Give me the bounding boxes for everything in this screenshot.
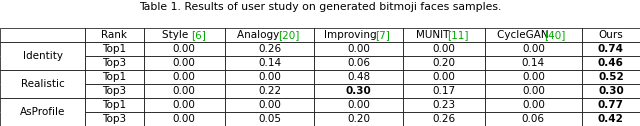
Text: 0.00: 0.00 (173, 72, 196, 82)
Text: 0.48: 0.48 (348, 72, 371, 82)
Text: AsProfile: AsProfile (20, 107, 65, 117)
Text: 0.42: 0.42 (598, 114, 624, 124)
Text: 0.00: 0.00 (348, 44, 370, 54)
Text: 0.06: 0.06 (522, 114, 545, 124)
Text: Top3: Top3 (102, 58, 127, 68)
Text: 0.52: 0.52 (598, 72, 624, 82)
Text: Analogy: Analogy (237, 30, 283, 40)
Text: 0.00: 0.00 (258, 100, 281, 110)
Text: Improving: Improving (324, 30, 380, 40)
Text: 0.23: 0.23 (433, 100, 456, 110)
Text: MUNIT: MUNIT (417, 30, 453, 40)
Text: Ours: Ours (598, 30, 623, 40)
Text: Top3: Top3 (102, 114, 127, 124)
Text: Table 1. Results of user study on generated bitmoji faces samples.: Table 1. Results of user study on genera… (139, 2, 501, 12)
Text: CycleGAN: CycleGAN (497, 30, 552, 40)
Text: 0.00: 0.00 (522, 44, 545, 54)
Text: Style: Style (163, 30, 192, 40)
Text: [6]: [6] (191, 30, 205, 40)
Text: 0.14: 0.14 (258, 58, 281, 68)
Text: 0.20: 0.20 (433, 58, 456, 68)
Text: [11]: [11] (447, 30, 469, 40)
Text: [20]: [20] (278, 30, 299, 40)
Text: 0.00: 0.00 (258, 72, 281, 82)
Text: 0.14: 0.14 (522, 58, 545, 68)
Text: 0.77: 0.77 (598, 100, 624, 110)
Text: 0.00: 0.00 (173, 58, 196, 68)
Text: 0.30: 0.30 (346, 86, 372, 96)
Text: 0.00: 0.00 (433, 44, 456, 54)
Text: 0.06: 0.06 (348, 58, 371, 68)
Text: 0.00: 0.00 (173, 114, 196, 124)
Text: 0.00: 0.00 (173, 44, 196, 54)
Text: 0.00: 0.00 (522, 86, 545, 96)
Text: Identity: Identity (22, 51, 63, 61)
Text: Top1: Top1 (102, 100, 127, 110)
Text: [40]: [40] (544, 30, 565, 40)
Text: 0.22: 0.22 (258, 86, 281, 96)
Text: 0.20: 0.20 (348, 114, 371, 124)
Text: 0.26: 0.26 (258, 44, 281, 54)
Text: 0.26: 0.26 (433, 114, 456, 124)
Text: 0.17: 0.17 (433, 86, 456, 96)
Text: Top1: Top1 (102, 44, 127, 54)
Text: Top1: Top1 (102, 72, 127, 82)
Text: Rank: Rank (101, 30, 127, 40)
Text: 0.00: 0.00 (522, 72, 545, 82)
Text: [7]: [7] (375, 30, 390, 40)
Text: 0.74: 0.74 (598, 44, 624, 54)
Text: 0.00: 0.00 (173, 86, 196, 96)
Text: Top3: Top3 (102, 86, 127, 96)
Text: 0.00: 0.00 (348, 100, 370, 110)
Text: 0.30: 0.30 (598, 86, 624, 96)
Text: 0.05: 0.05 (258, 114, 281, 124)
Text: 0.00: 0.00 (522, 100, 545, 110)
Text: 0.00: 0.00 (433, 72, 456, 82)
Text: 0.00: 0.00 (173, 100, 196, 110)
Text: Realistic: Realistic (20, 79, 65, 89)
Text: 0.46: 0.46 (598, 58, 624, 68)
